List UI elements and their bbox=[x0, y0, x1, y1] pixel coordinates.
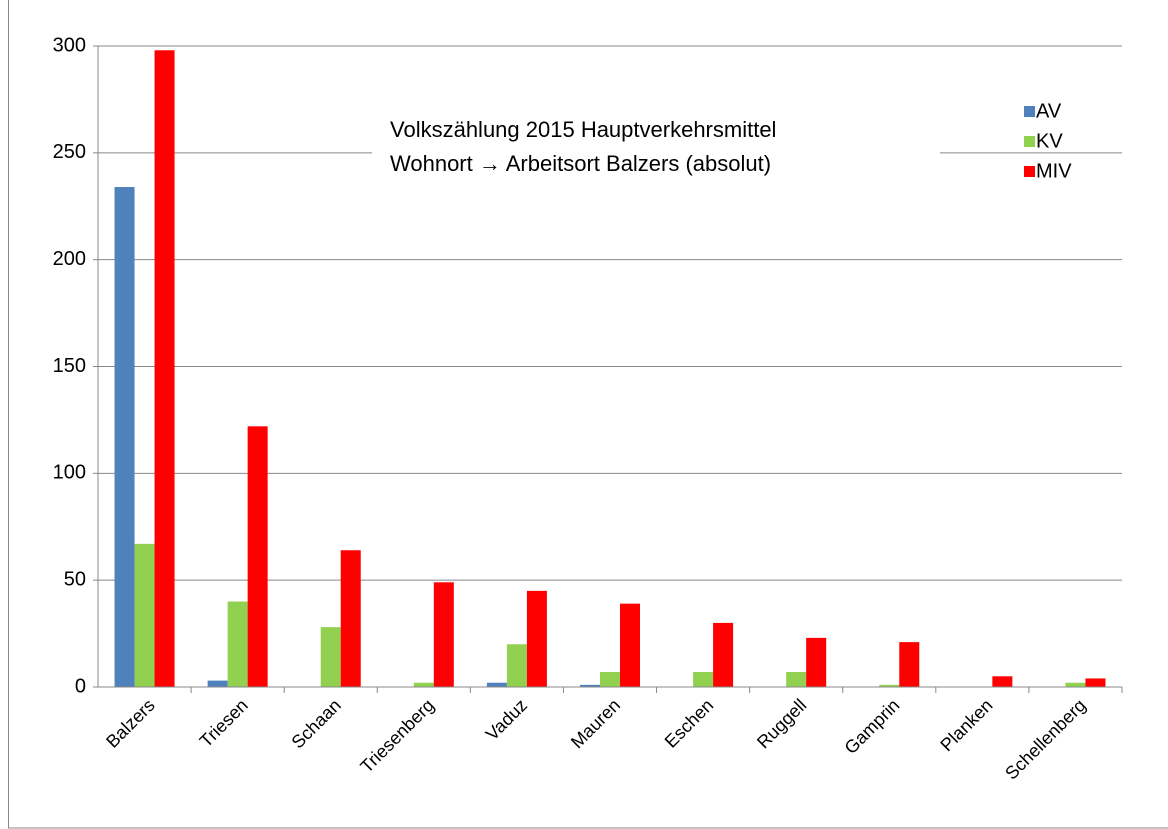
x-tick-label: Ruggell bbox=[753, 695, 810, 752]
y-tick-label: 200 bbox=[53, 248, 86, 270]
x-tick-label: Schaan bbox=[288, 695, 345, 752]
chart-title: Volkszählung 2015 Hauptverkehrsmittel bbox=[390, 117, 776, 142]
bar bbox=[114, 187, 135, 687]
bar bbox=[580, 684, 600, 687]
bar bbox=[247, 426, 268, 687]
bar bbox=[134, 543, 155, 687]
bar bbox=[413, 682, 434, 687]
bar bbox=[227, 601, 248, 687]
y-tick-label: 300 bbox=[53, 34, 86, 56]
bar bbox=[713, 622, 734, 687]
bar bbox=[320, 627, 341, 687]
y-tick-label: 150 bbox=[53, 355, 86, 377]
bar bbox=[154, 50, 175, 688]
bar bbox=[526, 590, 547, 687]
x-tick-label: Balzers bbox=[102, 695, 159, 752]
legend-swatch bbox=[1024, 166, 1035, 177]
y-tick-label: 100 bbox=[53, 462, 86, 484]
bar bbox=[1085, 678, 1106, 687]
bar bbox=[486, 682, 507, 687]
x-tick-label: Mauren bbox=[567, 695, 624, 752]
bar bbox=[600, 672, 620, 687]
x-tick-label: Schellenberg bbox=[1001, 695, 1089, 783]
title-box bbox=[372, 108, 940, 188]
bar bbox=[1065, 682, 1086, 687]
x-tick-label: Planken bbox=[936, 695, 996, 755]
bar bbox=[879, 684, 900, 687]
legend-label: AV bbox=[1036, 100, 1062, 122]
legend-label: KV bbox=[1036, 130, 1063, 152]
bar bbox=[693, 672, 714, 687]
legend-label: MIV bbox=[1036, 160, 1072, 182]
bar bbox=[620, 603, 640, 687]
chart-title: Wohnort → Arbeitsort Balzers (absolut) bbox=[390, 151, 771, 176]
x-tick-label: Vaduz bbox=[482, 695, 531, 744]
x-tick-label: Triesen bbox=[196, 695, 252, 751]
x-tick-label: Eschen bbox=[661, 695, 718, 752]
legend-swatch bbox=[1024, 136, 1035, 147]
y-tick-label: 250 bbox=[53, 141, 86, 163]
bar bbox=[899, 642, 920, 687]
frame bbox=[8, 0, 1168, 829]
bar bbox=[806, 637, 827, 687]
x-tick-label: Gamprin bbox=[841, 695, 904, 758]
bar bbox=[506, 644, 527, 687]
legend-swatch bbox=[1024, 106, 1035, 117]
x-tick-label: Triesenberg bbox=[356, 695, 438, 777]
y-tick-label: 0 bbox=[75, 675, 86, 697]
bar bbox=[340, 550, 361, 687]
bar bbox=[992, 676, 1013, 687]
bar bbox=[786, 672, 807, 687]
bar bbox=[207, 680, 228, 687]
y-tick-label: 50 bbox=[64, 568, 86, 590]
bar bbox=[433, 582, 454, 687]
